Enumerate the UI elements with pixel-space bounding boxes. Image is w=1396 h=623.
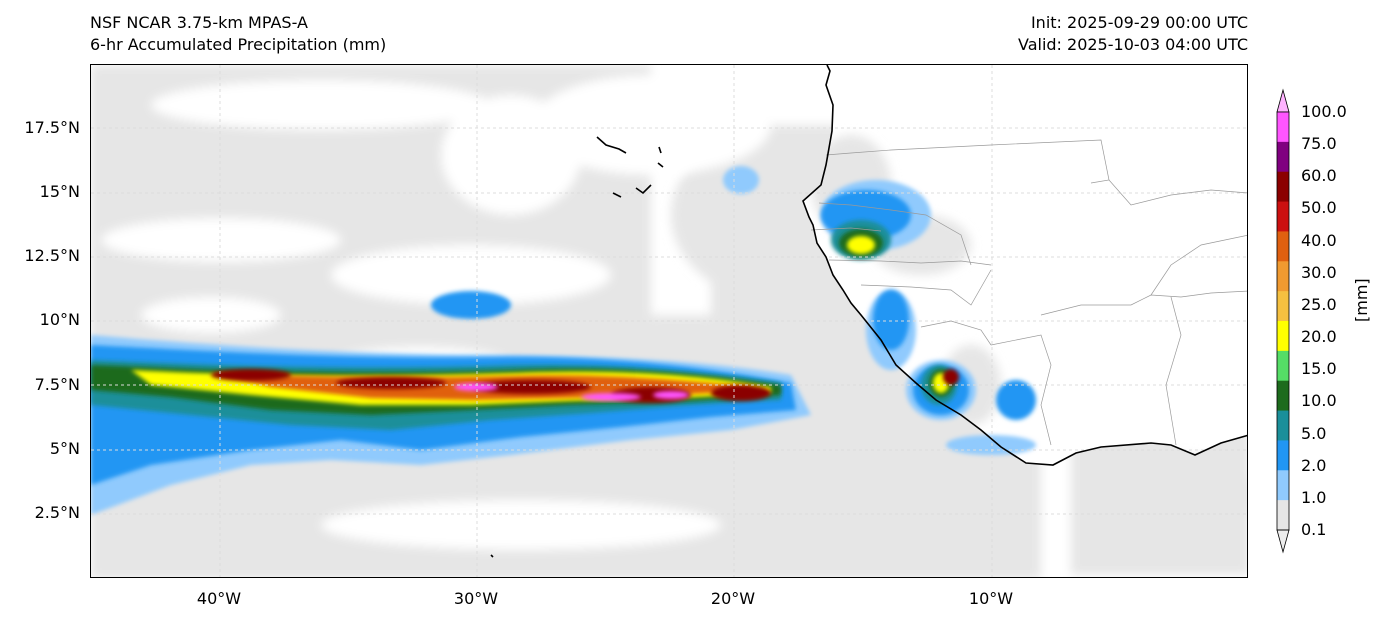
lat-label-17.5: 17.5°N <box>24 118 80 137</box>
africa-land <box>803 65 1247 465</box>
lon-label-40W: 40°W <box>196 589 242 608</box>
colorbar-tick-2.0: 2.0 <box>1301 455 1327 475</box>
lat-label-2.5: 2.5°N <box>34 503 80 522</box>
colorbar-tick-15.0: 15.0 <box>1301 359 1337 379</box>
lon-label-10W: 10°W <box>968 589 1014 608</box>
colorbar-bin-2.0 <box>1277 440 1289 471</box>
colorbar-bin-20.0 <box>1277 321 1289 352</box>
time-info-block: Init: 2025-09-29 00:00 UTC Valid: 2025-1… <box>1018 12 1248 56</box>
plot-title-block: NSF NCAR 3.75-km MPAS-A 6-hr Accumulated… <box>90 12 386 56</box>
colorbar-extend-top <box>1276 88 1290 113</box>
colorbar-bin-30.0 <box>1277 261 1289 292</box>
colorbar-tick-100.0: 100.0 <box>1301 102 1347 121</box>
map-canvas <box>91 65 1247 577</box>
colorbar-tick-30.0: 30.0 <box>1301 262 1337 282</box>
colorbar-tick-40.0: 40.0 <box>1301 230 1337 250</box>
colorbar-tick-25.0: 25.0 <box>1301 294 1337 314</box>
colorbar-bin-0.1 <box>1277 500 1289 531</box>
colorbar-extend-bottom <box>1276 529 1290 554</box>
colorbar-tick-5.0: 5.0 <box>1301 423 1327 443</box>
colorbar <box>1276 88 1290 554</box>
colorbar-tick-10.0: 10.0 <box>1301 391 1337 411</box>
colorbar-bin-15.0 <box>1277 350 1289 382</box>
colorbar-bin-75.0 <box>1277 141 1289 173</box>
lat-label-12.5: 12.5°N <box>24 246 80 265</box>
colorbar-tick-75.0: 75.0 <box>1301 134 1337 154</box>
field-title: 6-hr Accumulated Precipitation (mm) <box>90 35 387 54</box>
lat-label-15: 15°N <box>39 182 80 201</box>
lat-label-10: 10°N <box>39 310 80 329</box>
colorbar-bin-100.0 <box>1277 112 1289 143</box>
precipitation-map[interactable] <box>90 64 1248 578</box>
colorbar-bin-25.0 <box>1277 291 1289 322</box>
colorbar-bins <box>1277 112 1289 531</box>
colorbar-tick-50.0: 50.0 <box>1301 198 1337 218</box>
lat-label-7.5: 7.5°N <box>34 375 80 394</box>
country-borders <box>810 139 1247 446</box>
colorbar-tick-60.0: 60.0 <box>1301 166 1337 186</box>
coastline <box>490 65 1247 558</box>
colorbar-outline <box>1276 111 1290 531</box>
colorbar-bin-5.0 <box>1277 410 1289 441</box>
lon-label-20W: 20°W <box>710 589 756 608</box>
colorbar-bin-1.0 <box>1277 470 1289 501</box>
model-title: NSF NCAR 3.75-km MPAS-A <box>90 13 308 32</box>
colorbar-bin-40.0 <box>1277 231 1289 262</box>
colorbar-tick-20.0: 20.0 <box>1301 327 1337 347</box>
colorbar-tick-1.0: 1.0 <box>1301 487 1327 507</box>
colorbar-bin-60.0 <box>1277 171 1289 203</box>
init-time: Init: 2025-09-29 00:00 UTC <box>1030 13 1248 32</box>
graticule <box>91 65 1247 577</box>
colorbar-bin-10.0 <box>1277 380 1289 412</box>
valid-time: Valid: 2025-10-03 04:00 UTC <box>1017 35 1248 54</box>
colorbar-unit-label: [mm] <box>1352 278 1371 322</box>
lon-label-30W: 30°W <box>453 589 499 608</box>
colorbar-tick-0.1: 0.1 <box>1301 520 1327 539</box>
lat-label-5: 5°N <box>49 439 80 458</box>
colorbar-bin-50.0 <box>1277 201 1289 232</box>
